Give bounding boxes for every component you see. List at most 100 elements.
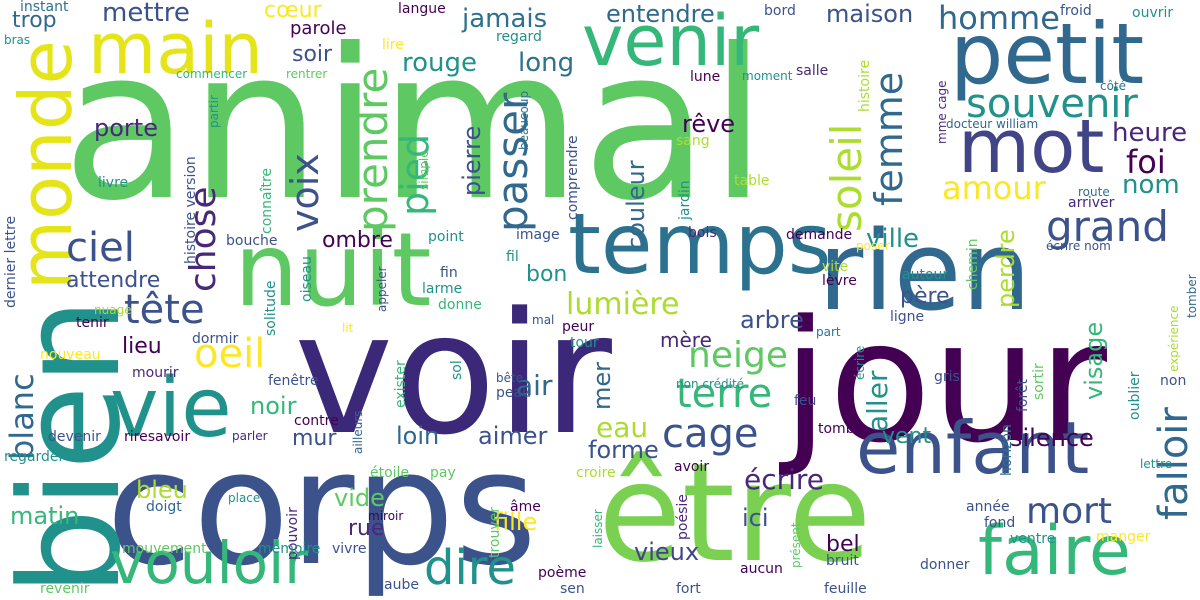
word-lieu: lieu [122, 334, 162, 359]
word-prendre: prendre [348, 67, 397, 232]
word-bruit: bruit [826, 553, 859, 569]
word-donne: donne [438, 297, 482, 313]
word-maison: maison [826, 0, 914, 28]
word-non: non [1160, 373, 1187, 389]
word-mur: mur [292, 426, 337, 451]
word-neige: neige [688, 335, 788, 376]
word-blanc: blanc [3, 373, 41, 460]
word-main: main [88, 8, 263, 90]
word-non-credite: non crédité [676, 377, 745, 391]
word-peur: peur [562, 319, 595, 335]
word-grand: grand [1046, 202, 1169, 251]
word-histoire-version: histoire version [183, 156, 199, 264]
word-nom: nom [1122, 170, 1180, 200]
word-fond: fond [984, 515, 1016, 531]
word-entendre: entendre [606, 0, 715, 28]
word-bon: bon [526, 262, 568, 287]
word-bois: bois [688, 225, 717, 241]
word-aucun: aucun [740, 561, 783, 577]
word-long: long [518, 48, 575, 78]
word-tombe: tombe [818, 421, 864, 437]
word-present: présent [789, 522, 803, 568]
word-parole: parole [290, 18, 347, 39]
word-regard: regard [496, 29, 542, 45]
word-sol: sol [449, 360, 465, 380]
word-image: image [516, 227, 560, 243]
word-mot: mot [958, 104, 1105, 190]
word-larme: larme [422, 281, 463, 297]
word-voix: voix [283, 153, 327, 232]
word-lune: lune [690, 69, 721, 85]
word-jamais: jamais [462, 4, 548, 34]
word-jardin: jardin [677, 180, 693, 220]
word-femme: femme [867, 71, 911, 206]
word-livre: livre [98, 175, 129, 191]
word-bleu: bleu [136, 476, 188, 504]
word-horizon: horizon [999, 424, 1015, 476]
word-gris: gris [934, 369, 960, 385]
word-poser: poser [856, 239, 890, 253]
word-annee: année [966, 499, 1010, 515]
word-avoir: avoir [674, 459, 710, 475]
word-point: point [428, 229, 464, 245]
word-animal: animal [62, 5, 767, 247]
word-dernier-lettre: dernier lettre [3, 215, 19, 308]
word-ventre: ventre [1010, 531, 1056, 547]
word-vivre: vivre [332, 541, 367, 557]
word-ecrire-small: écrire [853, 345, 867, 380]
word-ouvrir: ouvrir [1132, 5, 1174, 21]
word-mourir: mourir [132, 365, 179, 381]
word-tenir: tenir [76, 315, 109, 331]
word-miroir: miroir [368, 509, 404, 523]
word-cage: cage [662, 411, 759, 457]
word-oeil: oeil [194, 331, 266, 377]
word-vent: vent [882, 424, 932, 449]
word-levre: lèvre [822, 273, 857, 289]
word-memoire: mémoire [258, 541, 321, 557]
word-simple: simple [417, 150, 431, 190]
word-langue: langue [398, 1, 446, 17]
word-mer: mer [588, 361, 616, 410]
word-ailleurs: ailleurs [351, 410, 365, 454]
word-rentrer: rentrer [286, 67, 328, 81]
word-temps: temps [568, 195, 832, 293]
word-noir: noir [250, 392, 297, 420]
word-matin: matin [10, 502, 80, 530]
word-donner: donner [920, 557, 970, 573]
word-bouche: bouche [226, 233, 278, 249]
word-doigt: doigt [146, 499, 182, 515]
word-exister: exister [393, 360, 409, 408]
word-bras: bras [4, 33, 31, 47]
word-poeme: poème [538, 565, 587, 581]
word-mere: mère [660, 328, 712, 352]
word-feu: feu [794, 393, 817, 409]
word-demande: demande [786, 227, 853, 243]
word-partir: partir [207, 95, 221, 128]
word-parler: parler [232, 429, 268, 443]
word-aube: aube [384, 577, 419, 593]
word-attendre: attendre [66, 268, 161, 293]
word-ame: âme [510, 499, 541, 515]
word-foi: foi [1126, 143, 1166, 181]
word-fin: fin [440, 265, 458, 281]
word-aller: aller [861, 370, 894, 432]
word-docteur-william: docteur william [946, 117, 1039, 131]
word-revenir: revenir [40, 581, 90, 597]
word-fenetre: fenêtre [268, 373, 319, 389]
word-lire: lire [382, 37, 404, 53]
word-nuit: nuit [234, 211, 432, 330]
word-experience: expérience [1167, 305, 1181, 372]
word-nuage: nuage [94, 303, 132, 317]
word-ecrire: écrire [744, 463, 825, 496]
word-salle: salle [796, 63, 829, 79]
word-rue: rue [348, 516, 385, 541]
word-connaitre: connaître [259, 167, 275, 234]
word-petit: petit [950, 5, 1145, 103]
word-foret: forêt [1015, 378, 1031, 412]
word-comprendre: comprendre [565, 135, 581, 220]
word-mal: mal [532, 313, 555, 327]
word-manger: manger [1096, 529, 1151, 545]
word-perdre: perdre [992, 229, 1020, 308]
word-ville: ville [866, 224, 920, 254]
word-tomber: tomber [1185, 274, 1199, 318]
